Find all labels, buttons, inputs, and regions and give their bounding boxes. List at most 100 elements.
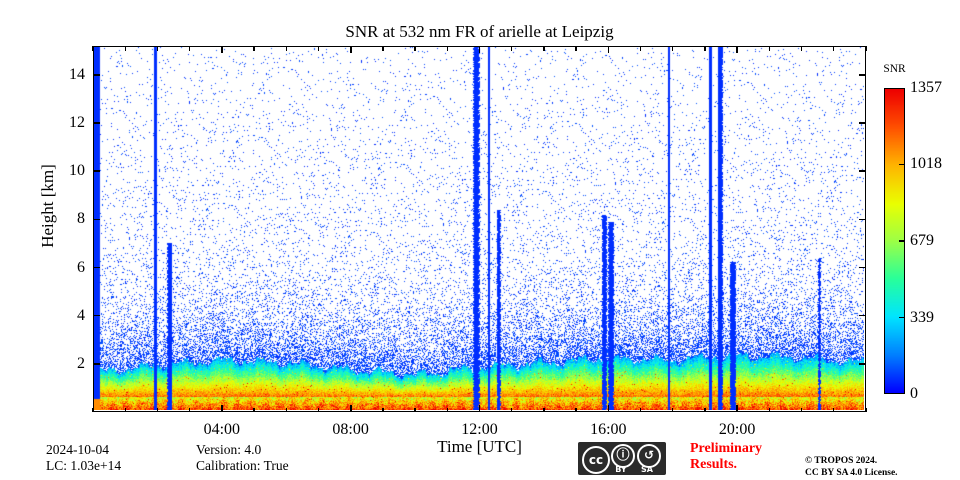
y-axis-title: Height [km]	[38, 164, 57, 248]
plot-area[interactable]	[93, 46, 866, 412]
snr-heatmap	[94, 47, 864, 410]
y-axis-tick	[93, 74, 100, 76]
colorbar-tick	[899, 163, 905, 166]
y-axis-tick-right	[859, 122, 866, 124]
cc-sa-caption: SA	[641, 465, 653, 474]
x-axis-tick-top	[124, 46, 126, 51]
x-axis-tick	[833, 407, 835, 412]
cc-by-icon: ⓘ	[611, 444, 635, 468]
y-axis-tick-label: 14	[69, 65, 85, 83]
colorbar-tick	[899, 240, 905, 242]
x-axis-tick	[382, 407, 384, 412]
y-axis-tick-right	[859, 74, 866, 76]
x-axis-tick	[253, 407, 255, 412]
y-axis-tick-right	[859, 314, 866, 317]
colorbar-title: SNR	[883, 63, 906, 75]
x-axis-tick	[92, 407, 94, 412]
y-axis-tick	[93, 122, 100, 124]
x-axis-tick-top	[768, 46, 771, 51]
x-axis-tick	[575, 407, 577, 412]
x-axis-tick	[736, 405, 739, 412]
footer-date: 2024-10-04	[46, 442, 109, 457]
colorbar-tick-label: 679	[910, 231, 934, 249]
footer-version-block: Version: 4.0 Calibration: True	[196, 442, 289, 474]
x-axis-tick	[639, 407, 642, 412]
cc-license-badge[interactable]: cc ⓘ ↺ BY SA	[578, 442, 666, 475]
x-axis-tick-top	[156, 46, 159, 51]
y-axis-tick-label: 10	[69, 162, 85, 180]
x-axis-tick-label: 04:00	[203, 421, 241, 438]
x-axis-tick-top	[704, 46, 706, 51]
x-axis-tick	[704, 407, 706, 412]
x-axis-tick	[543, 407, 545, 412]
x-axis-tick-top	[92, 46, 94, 51]
x-axis-tick	[285, 407, 287, 412]
x-axis-tick	[446, 407, 448, 412]
x-axis-tick-top	[833, 46, 835, 51]
preliminary-line-2: Results.	[690, 457, 738, 472]
x-axis-tick-label: 20:00	[718, 421, 756, 438]
x-axis-tick-label: 12:00	[461, 421, 498, 438]
footer-calibration: Calibration: True	[196, 458, 289, 473]
preliminary-results-notice: Preliminary Results.	[690, 441, 762, 473]
copyright-notice: © TROPOS 2024. CC BY SA 4.0 License.	[805, 455, 898, 479]
preliminary-line-1: Preliminary	[690, 441, 763, 456]
y-axis-tick-right	[859, 170, 866, 172]
x-axis-tick-top	[349, 46, 352, 53]
cc-sa-icon: ↺	[637, 444, 661, 468]
y-axis-tick-label: 6	[77, 258, 85, 276]
x-axis-tick-top	[478, 46, 481, 53]
y-axis-tick	[93, 170, 100, 172]
colorbar-tick-label: 339	[910, 308, 934, 326]
cc-logo-icon: cc	[582, 446, 610, 474]
y-axis-tick-label: 12	[69, 114, 85, 132]
x-axis-tick-top	[639, 46, 642, 51]
x-axis-tick	[414, 407, 416, 412]
x-axis-tick-top	[221, 46, 223, 53]
colorbar-tick	[899, 316, 905, 319]
x-axis-title: Time [UTC]	[437, 437, 522, 456]
y-axis-tick-label: 8	[77, 210, 85, 228]
x-axis-tick-top	[607, 46, 610, 53]
x-axis-tick-top	[253, 46, 255, 51]
colorbar-tick-label: 0	[910, 385, 918, 402]
x-axis-tick	[511, 407, 513, 412]
y-axis-tick	[93, 314, 100, 317]
x-axis-tick-top	[672, 46, 674, 51]
x-axis-tick-top	[285, 46, 287, 51]
y-axis-tick-right	[859, 218, 866, 221]
x-axis-tick	[156, 407, 159, 412]
x-axis-tick-top	[575, 46, 577, 51]
footer-lidar-constant: LC: 1.03e+14	[46, 458, 122, 473]
x-axis-tick	[865, 407, 867, 412]
y-axis-tick	[93, 363, 100, 365]
colorbar-tick-label: 1357	[910, 79, 942, 96]
x-axis-tick	[607, 405, 610, 412]
cc-by-caption: BY	[615, 465, 627, 474]
x-axis-tick	[672, 407, 674, 412]
y-axis-tick-right	[859, 266, 866, 269]
x-axis-tick-top	[865, 46, 867, 51]
x-axis-tick	[188, 407, 191, 412]
y-axis-tick-label: 2	[77, 354, 85, 372]
x-axis-tick-top	[800, 46, 803, 51]
x-axis-tick-label: 16:00	[590, 421, 627, 438]
x-axis-tick-top	[446, 46, 448, 51]
x-axis-tick-top	[188, 46, 191, 51]
x-axis-tick-top	[317, 46, 320, 51]
x-axis-tick	[221, 405, 223, 412]
x-axis-tick-label: 08:00	[332, 421, 369, 438]
y-axis-tick	[93, 218, 100, 221]
x-axis-tick-top	[414, 46, 416, 51]
y-axis-tick-right	[859, 363, 866, 365]
footer-date-block: 2024-10-04 LC: 1.03e+14	[46, 442, 121, 474]
x-axis-tick-top	[511, 46, 513, 51]
x-axis-tick	[317, 407, 320, 412]
colorbar-tick-label: 1018	[910, 155, 942, 173]
x-axis-tick	[349, 405, 352, 412]
colorbar[interactable]: 0 339 679 1018 1357	[884, 79, 942, 402]
page-title: SNR at 532 nm FR of arielle at Leipzig	[345, 22, 614, 41]
x-axis-tick	[800, 407, 803, 412]
x-axis-tick-top	[543, 46, 545, 51]
